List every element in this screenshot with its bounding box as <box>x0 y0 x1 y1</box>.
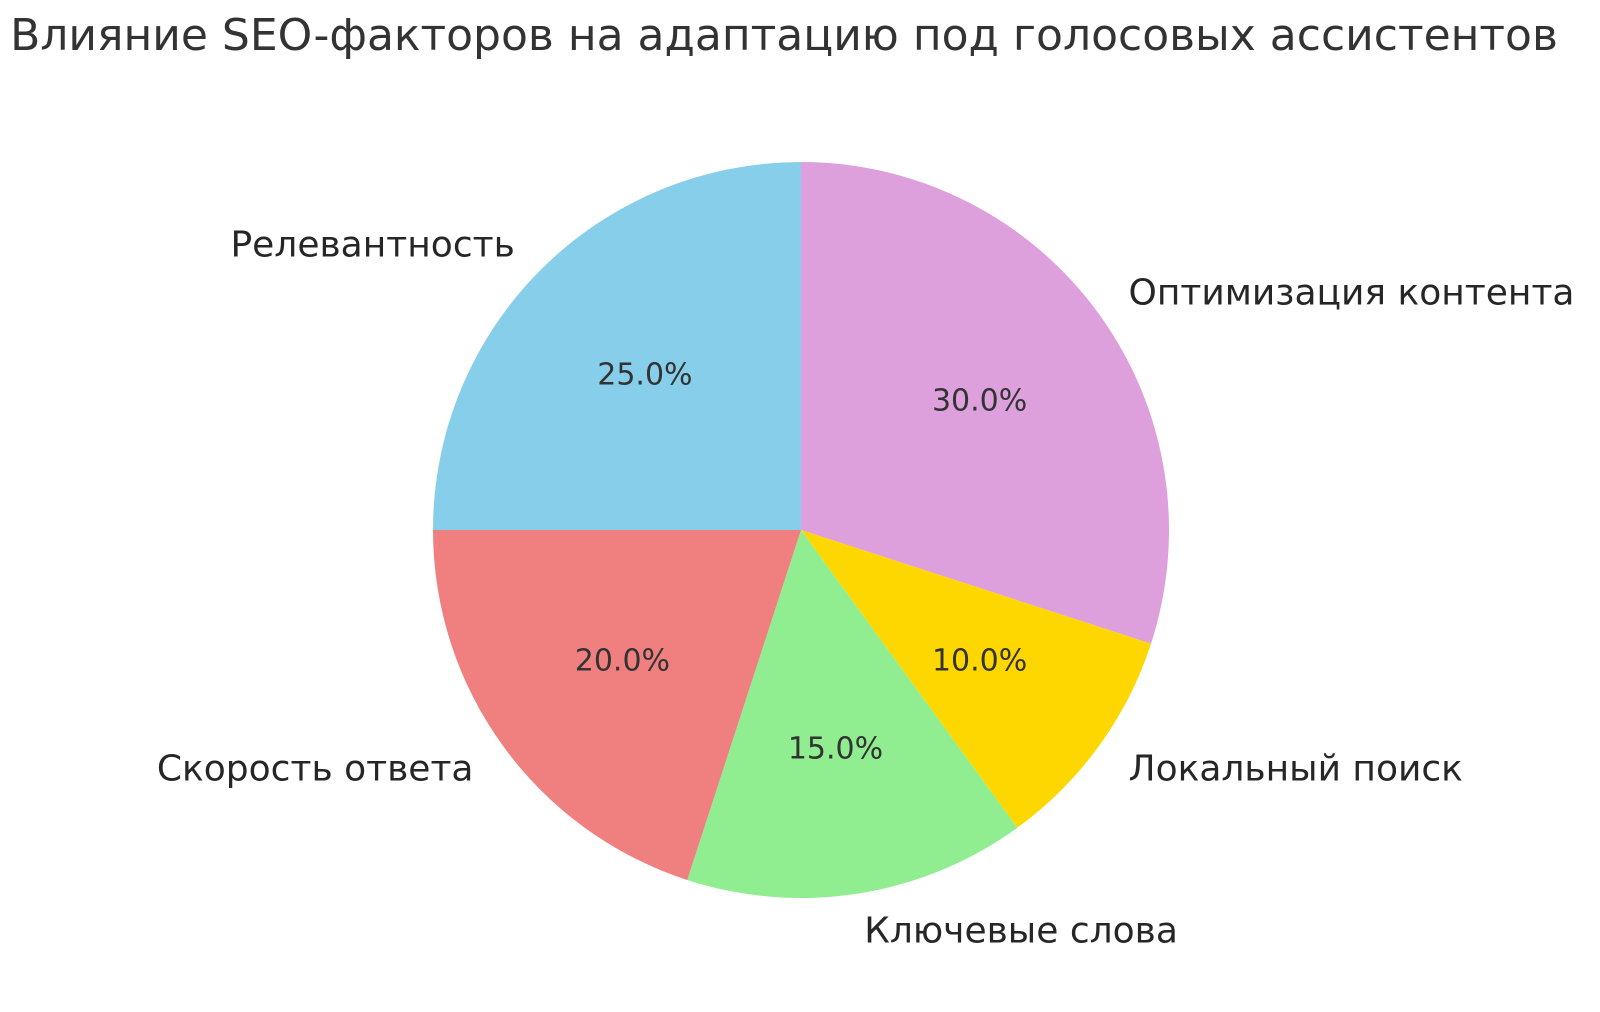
slice-label-4: Скорость ответа <box>157 749 474 790</box>
slice-pct-label-1: 30.0% <box>932 384 1027 419</box>
chart-title: Влияние SEO-факторов на адаптацию под го… <box>10 10 1558 61</box>
pie-slice-5 <box>433 162 801 530</box>
slice-label-3: Ключевые слова <box>864 910 1178 951</box>
pie-slice-2 <box>801 530 1151 828</box>
pie-slice-3 <box>687 530 1018 899</box>
slice-pct-label-5: 25.0% <box>597 357 692 392</box>
slice-pct-label-3: 15.0% <box>788 732 883 767</box>
pie-slice-4 <box>433 530 801 880</box>
slice-label-1: Оптимизация контента <box>1129 273 1575 314</box>
slice-label-5: Релевантность <box>230 224 514 265</box>
pie-slice-1 <box>801 162 1170 644</box>
slice-pct-label-2: 10.0% <box>932 643 1027 678</box>
slice-label-2: Локальный поиск <box>1129 749 1463 790</box>
slice-pct-label-4: 20.0% <box>575 643 670 678</box>
